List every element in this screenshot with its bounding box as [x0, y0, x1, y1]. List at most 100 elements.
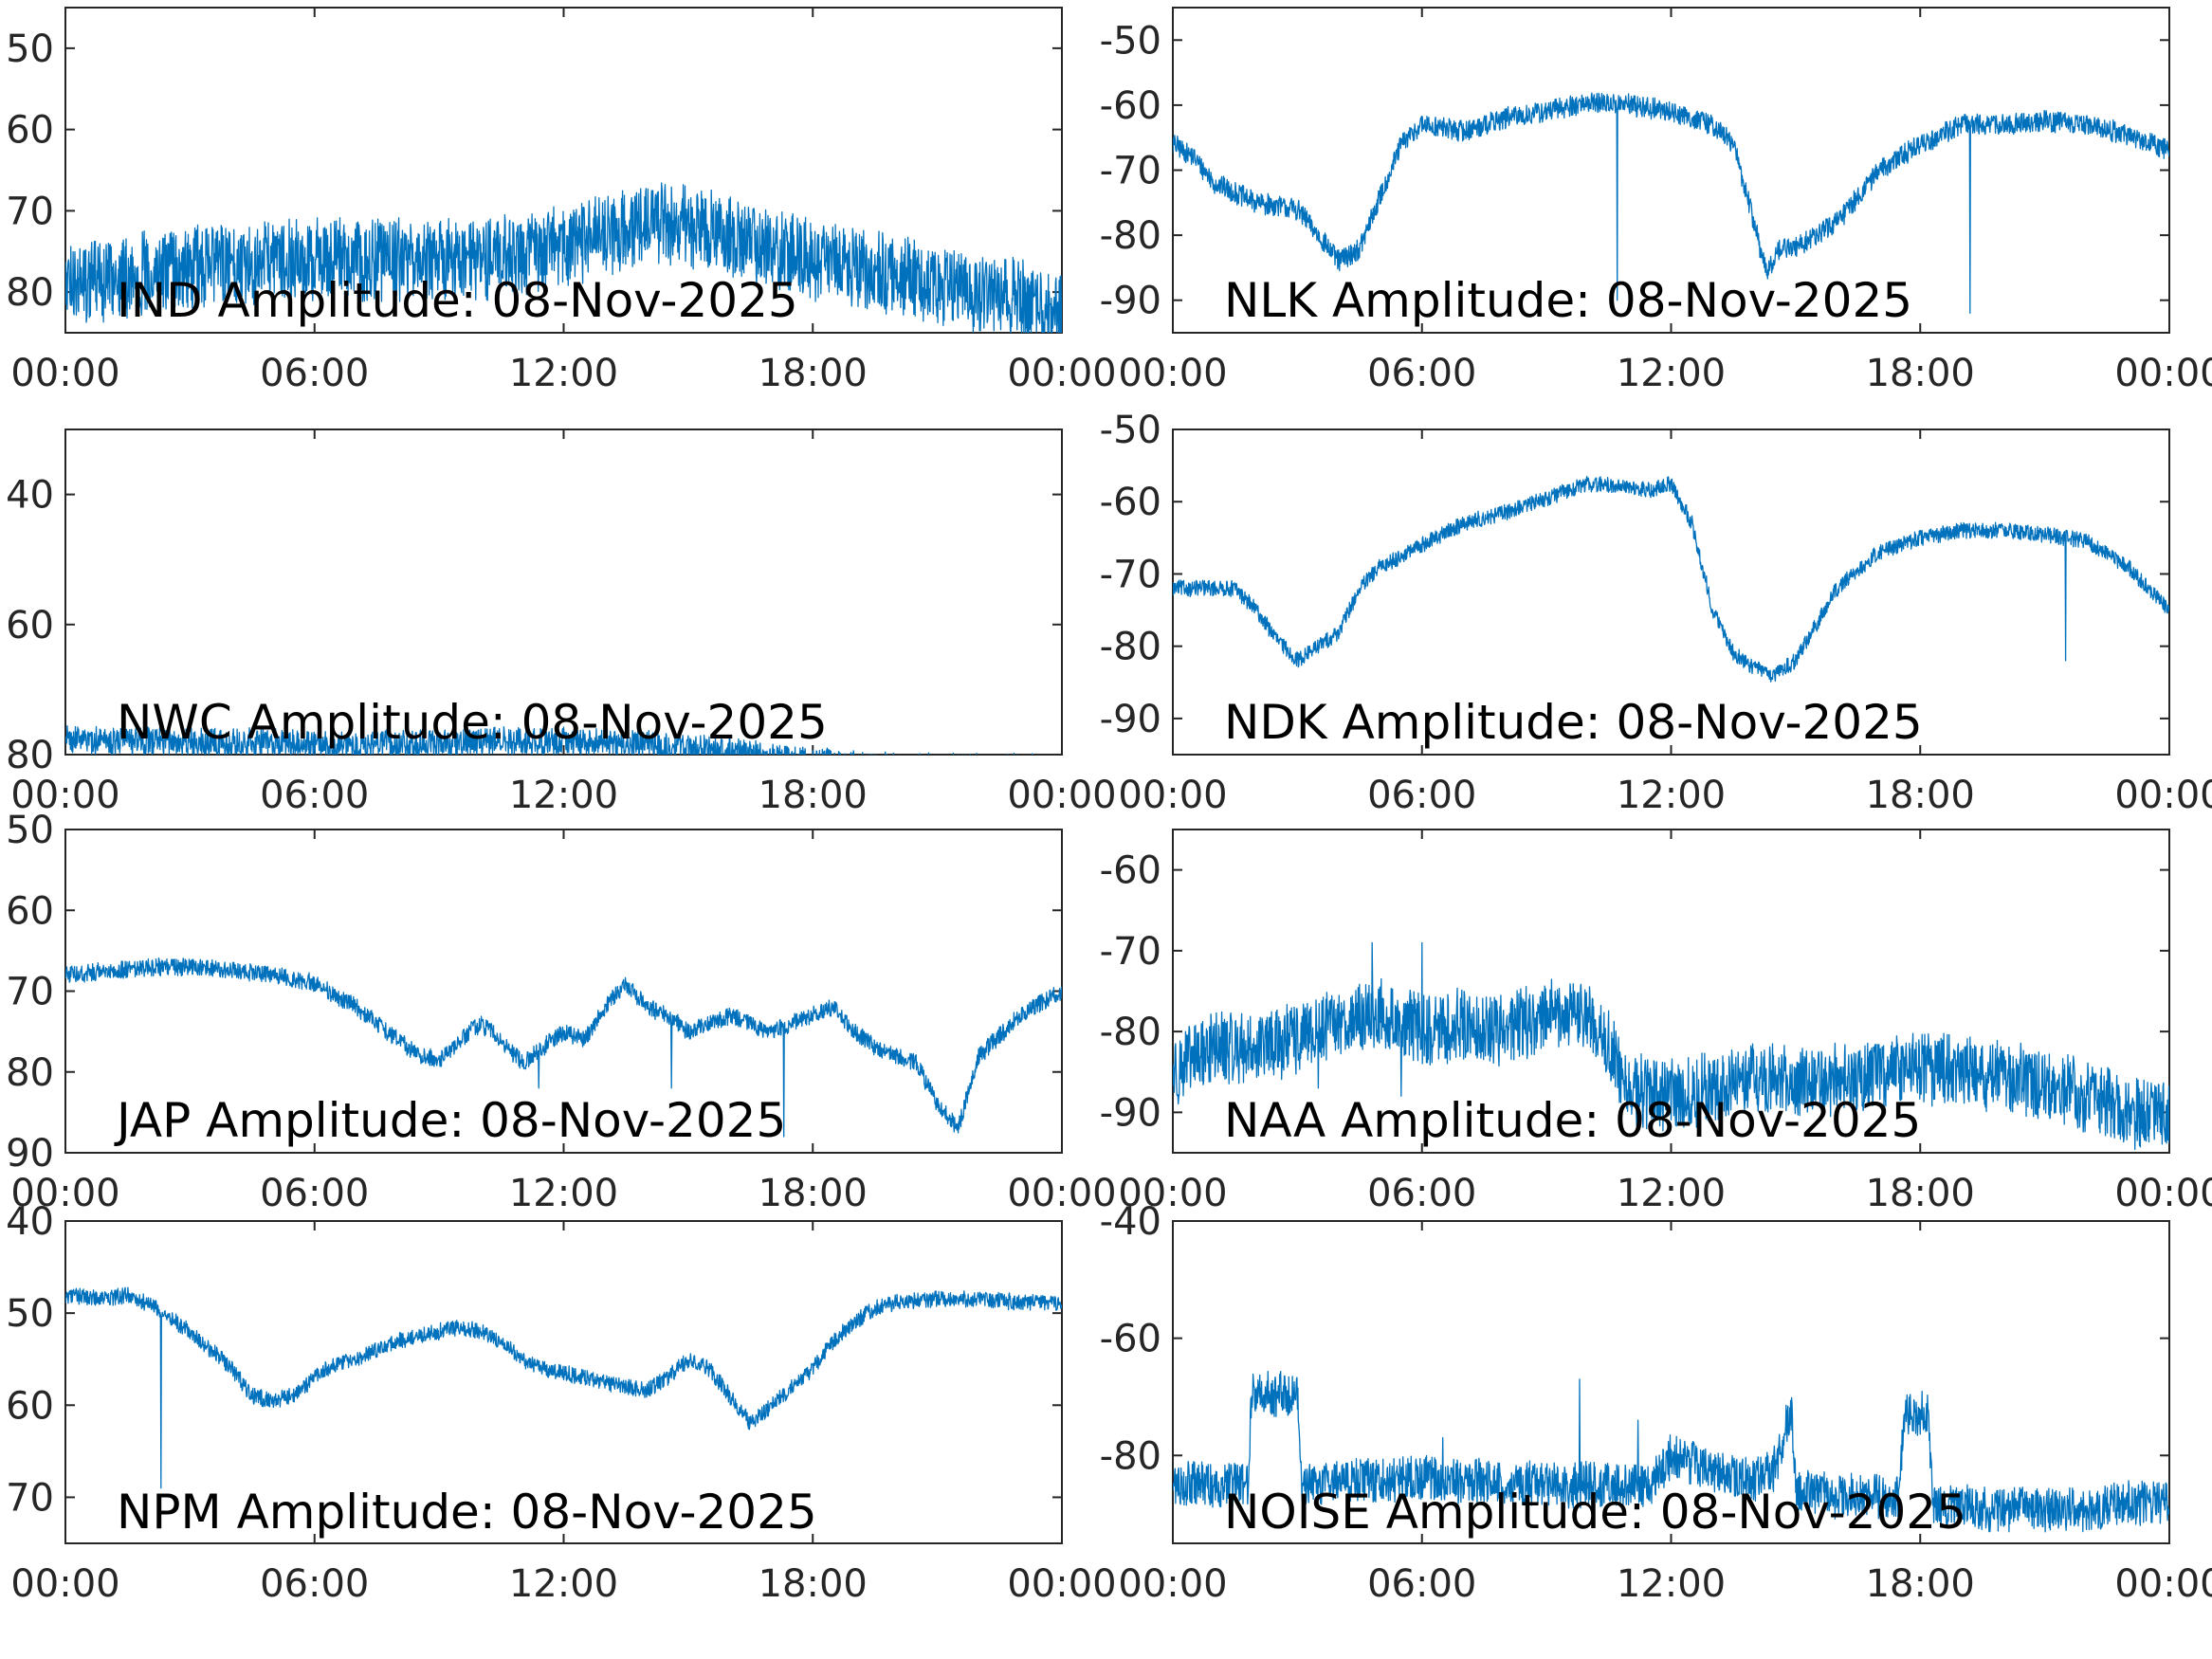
panel-4-y-tick-label: -70: [1100, 553, 1161, 596]
panel-7: 00:00 06:00 12:00 18:00 00:00 40 50 60 70 NPM A…: [6, 1200, 1117, 1606]
panel-4-x-tick-label: 18:00: [1866, 774, 1975, 817]
panel-4-series: [1173, 475, 2169, 683]
panel-1-y-tick-labels: 50 60 70 80: [6, 27, 54, 315]
panel-3-x-tick-label: 00:00: [1007, 774, 1116, 817]
panel-3-label: NWC Amplitude: 08-Nov-2025: [117, 695, 828, 750]
panel-2-x-tick-label: 00:00: [1118, 352, 1227, 395]
panel-4-label: NDK Amplitude: 08-Nov-2025: [1224, 695, 1923, 750]
panel-4-y-tick-label: -50: [1100, 409, 1161, 452]
panel-3-y-tick-labels: 40 60 80: [6, 474, 54, 777]
panel-5-ticks: [64, 829, 1063, 1154]
panel-7-x-tick-label: 06:00: [260, 1562, 369, 1606]
panel-3-x-tick-label: 06:00: [260, 774, 369, 817]
panel-2-x-tick-labels: 00:00 06:00 12:00 18:00 00:00: [1118, 352, 2212, 395]
panel-8-y-tick-label: -60: [1100, 1318, 1161, 1361]
panel-7-trace: [65, 1286, 1062, 1489]
panel-8-series: [1173, 1370, 2169, 1533]
panel-2-x-tick-label: 06:00: [1367, 352, 1476, 395]
panel-4-ticks: [1172, 428, 2170, 755]
panel-2-y-tick-label: -80: [1100, 214, 1161, 258]
panel-1-x-tick-labels: 00:00 06:00 12:00 18:00 00:00: [10, 352, 1116, 395]
panel-8-x-tick-label: 00:00: [1118, 1562, 1227, 1606]
panel-7-x-tick-label: 00:00: [1007, 1562, 1116, 1606]
panel-4-y-tick-label: -80: [1100, 626, 1161, 669]
panel-3-y-tick-label: 80: [6, 734, 54, 777]
panel-5-x-tick-label: 18:00: [759, 1172, 868, 1215]
panel-6-x-tick-label: 06:00: [1367, 1172, 1476, 1215]
panel-8-x-tick-label: 00:00: [2114, 1562, 2212, 1606]
panel-1-label: IND Amplitude: 08-Nov-2025: [117, 273, 798, 328]
panel-7-x-tick-label: 18:00: [759, 1562, 868, 1606]
panel-2-series: [1173, 92, 2169, 315]
panel-2-trace: [1173, 92, 2169, 315]
panel-8: 00:00 06:00 12:00 18:00 00:00 -40 -60 -80 NOIS…: [1100, 1200, 2212, 1606]
panel-5-x-tick-label: 06:00: [260, 1172, 369, 1215]
panel-7-y-tick-label: 50: [6, 1292, 54, 1336]
panel-2-y-tick-label: -70: [1100, 150, 1161, 193]
panel-1: 00:00 06:00 12:00 18:00 00:00 50 60 70 80 IND A…: [6, 7, 1117, 395]
panel-1-x-tick-label: 18:00: [759, 352, 868, 395]
panel-8-x-tick-label: 12:00: [1617, 1562, 1726, 1606]
panel-5-trace: [65, 957, 1062, 1138]
panel-2-y-tick-label: -90: [1100, 280, 1161, 323]
panel-5-x-tick-label: 00:00: [10, 1172, 119, 1215]
panel-1-y-tick-label: 80: [6, 271, 54, 315]
panel-3-x-tick-label: 18:00: [759, 774, 868, 817]
panel-6-x-tick-labels: 00:00 06:00 12:00 18:00 00:00: [1118, 1172, 2212, 1215]
panel-8-x-tick-labels: 00:00 06:00 12:00 18:00 00:00: [1118, 1562, 2212, 1606]
panel-3-series: [65, 724, 1059, 755]
panel-6-y-tick-label: -90: [1100, 1091, 1161, 1135]
panel-8-y-tick-label: -40: [1100, 1200, 1161, 1244]
panel-5-x-tick-label: 00:00: [1007, 1172, 1116, 1215]
panel-8-ticks: [1172, 1220, 2170, 1543]
panel-1-y-tick-label: 60: [6, 109, 54, 153]
panel-8-y-tick-label: -80: [1100, 1434, 1161, 1478]
panel-1-x-tick-label: 00:00: [1007, 352, 1116, 395]
panel-4-y-tick-labels: -50 -60 -70 -80 -90: [1100, 409, 1161, 741]
panel-2-x-tick-label: 12:00: [1617, 352, 1726, 395]
panel-3: 00:00 06:00 12:00 18:00 00:00 40 60 80 NWC Amp…: [6, 428, 1117, 817]
panel-7-y-tick-label: 70: [6, 1476, 54, 1520]
panel-2-label: NLK Amplitude: 08-Nov-2025: [1224, 273, 1912, 328]
panel-7-ticks: [64, 1220, 1063, 1543]
panel-5-x-tick-label: 12:00: [509, 1172, 618, 1215]
panel-4-trace: [1173, 475, 2169, 683]
panel-5-y-tick-label: 60: [6, 889, 54, 933]
panel-8-x-tick-label: 06:00: [1367, 1562, 1476, 1606]
panel-3-y-tick-label: 40: [6, 474, 54, 518]
panel-1-x-tick-label: 00:00: [10, 352, 119, 395]
panel-5-y-tick-label: 70: [6, 971, 54, 1014]
panel-4-x-tick-label: 00:00: [1118, 774, 1227, 817]
panel-7-y-tick-labels: 40 50 60 70: [6, 1200, 54, 1520]
panel-4-x-tick-label: 06:00: [1367, 774, 1476, 817]
panel-6-x-tick-label: 00:00: [2114, 1172, 2212, 1215]
panel-2: 00:00 06:00 12:00 18:00 00:00 -50 -60 -70 -80 -9…: [1100, 7, 2212, 395]
panel-4-y-tick-label: -60: [1100, 481, 1161, 524]
panel-1-trace: [65, 182, 1062, 333]
panel-6-x-tick-label: 12:00: [1617, 1172, 1726, 1215]
panel-6-x-tick-label: 18:00: [1866, 1172, 1975, 1215]
panel-1-series: [65, 182, 1062, 333]
panel-6-label: NAA Amplitude: 08-Nov-2025: [1224, 1093, 1921, 1148]
panel-4-x-tick-label: 12:00: [1617, 774, 1726, 817]
panel-1-x-tick-label: 12:00: [509, 352, 618, 395]
panel-7-series: [65, 1286, 1062, 1489]
panel-2-x-tick-label: 18:00: [1866, 352, 1975, 395]
panel-1-y-tick-label: 50: [6, 27, 54, 71]
panel-3-x-tick-labels: 00:00 06:00 12:00 18:00 00:00: [10, 774, 1116, 817]
panel-4-x-tick-label: 00:00: [2114, 774, 2212, 817]
panel-6-trace: [1173, 941, 2169, 1151]
panel-4-x-tick-labels: 00:00 06:00 12:00 18:00 00:00: [1118, 774, 2212, 817]
panel-2-y-tick-labels: -50 -60 -70 -80 -90: [1100, 19, 1161, 322]
panel-3-x-tick-label: 12:00: [509, 774, 618, 817]
panel-1-y-tick-label: 70: [6, 190, 54, 233]
panel-2-y-tick-label: -50: [1100, 19, 1161, 63]
panel-7-x-tick-labels: 00:00 06:00 12:00 18:00 00:00: [10, 1562, 1116, 1606]
panel-7-y-tick-label: 60: [6, 1384, 54, 1428]
panel-6-y-tick-label: -80: [1100, 1011, 1161, 1054]
panel-8-label: NOISE Amplitude: 08-Nov-2025: [1224, 1485, 1966, 1540]
panel-8-trace: [1173, 1370, 2169, 1533]
panel-6: 00:00 06:00 12:00 18:00 00:00 -60 -70 -80 -90 N…: [1100, 829, 2212, 1215]
panel-6-series: [1173, 941, 2169, 1151]
panel-6-y-tick-labels: -60 -70 -80 -90: [1100, 849, 1161, 1136]
